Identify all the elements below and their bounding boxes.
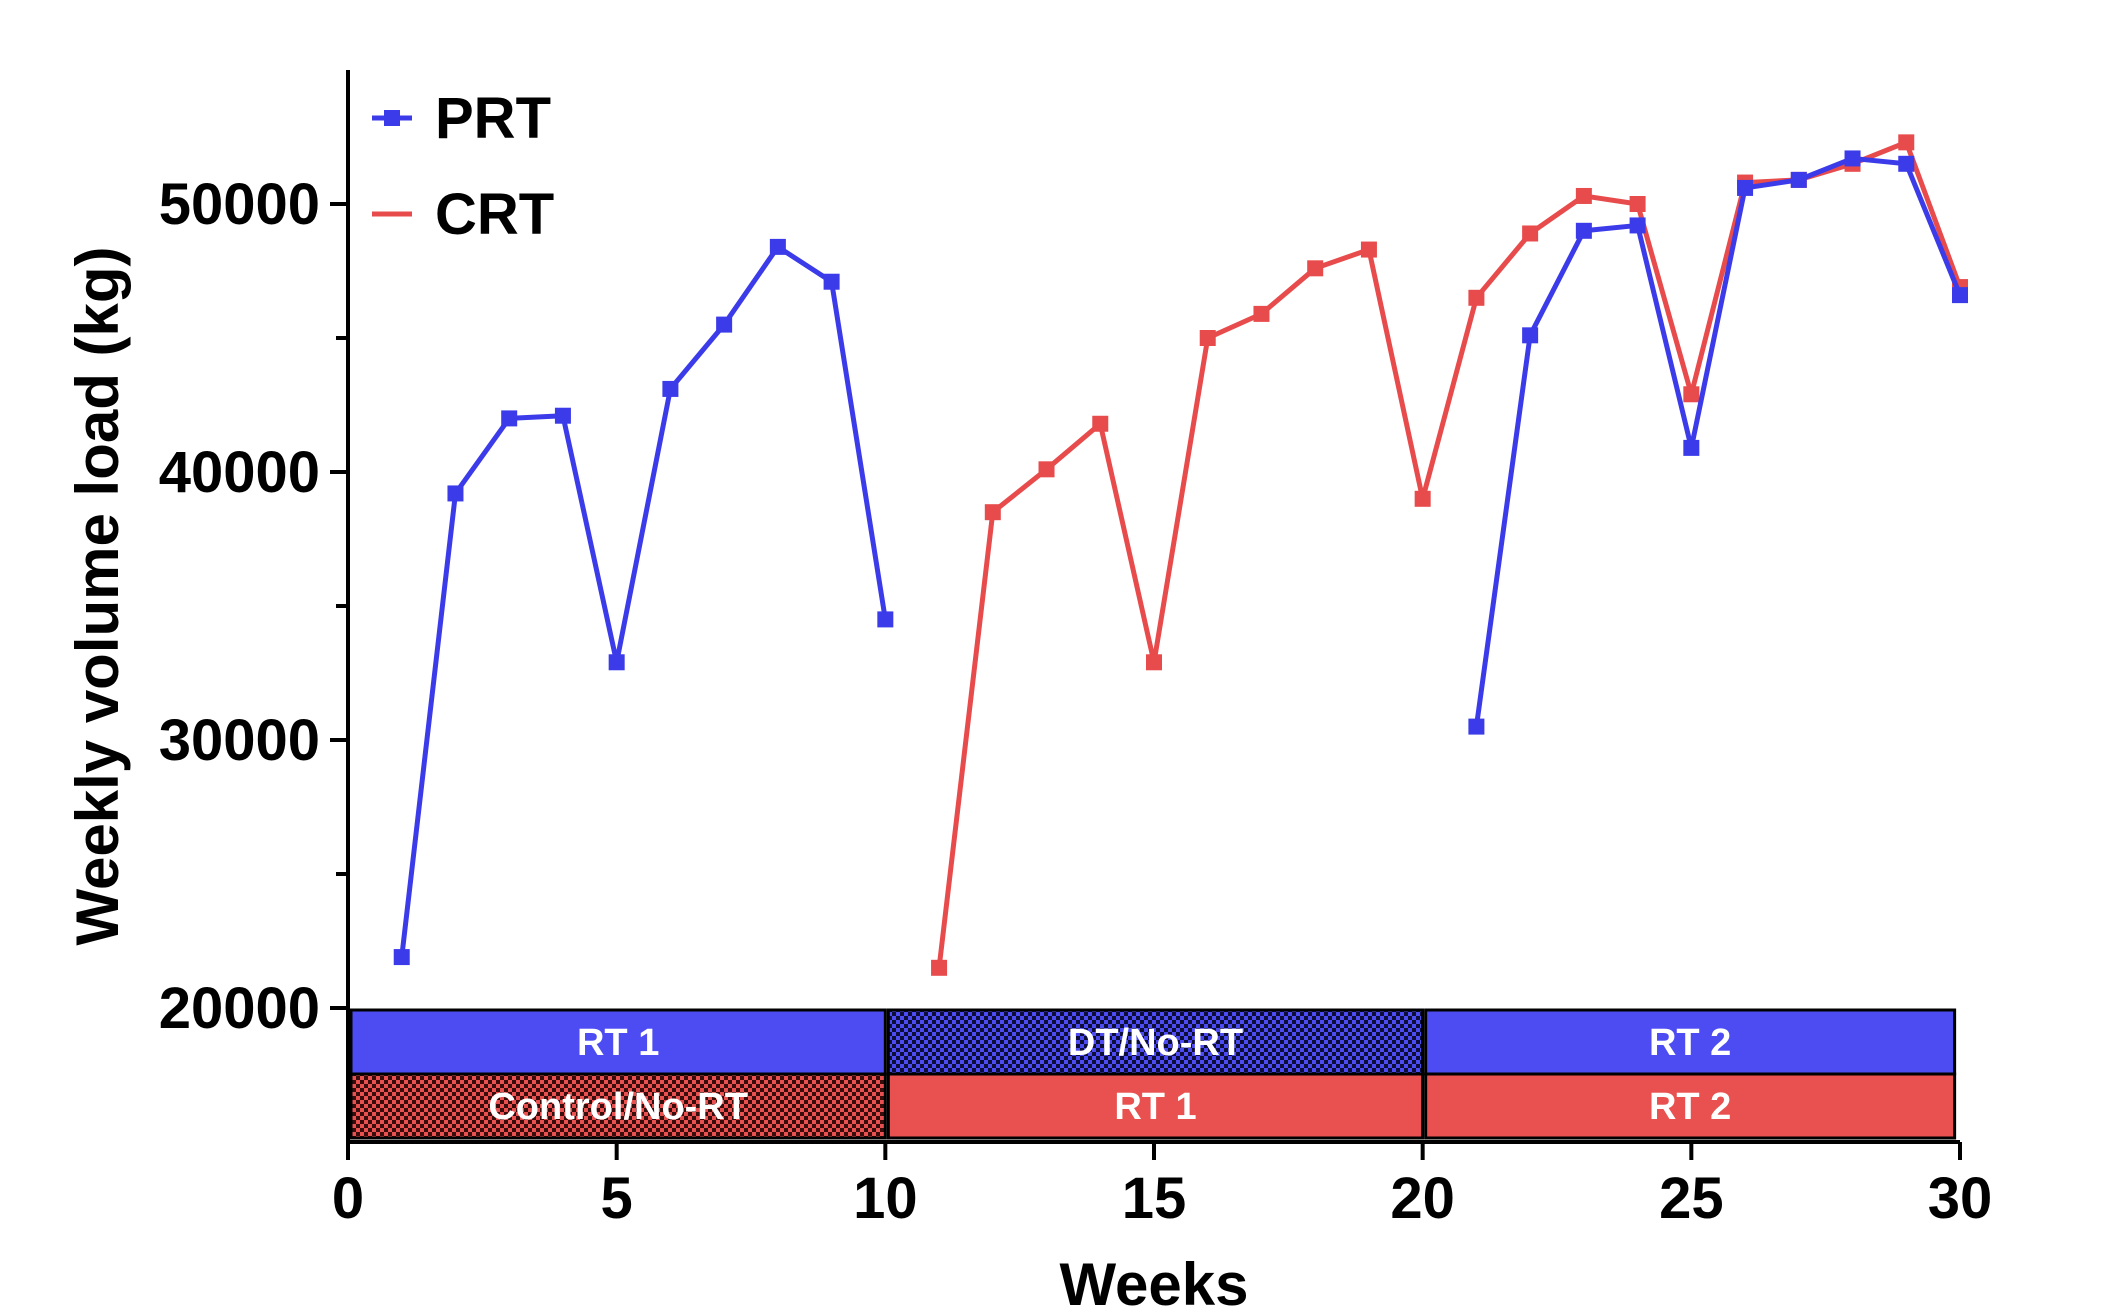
prt-line-segment-2 — [1473, 155, 1963, 727]
legend-label-crt: CRT — [435, 182, 554, 247]
y-tick-label-30000: 30000 — [159, 708, 320, 773]
prt-point-week-30 — [1952, 287, 1968, 304]
prt-point-week-28 — [1844, 150, 1861, 167]
crt-point-week-20 — [1414, 490, 1431, 507]
prt-point-week-24 — [1629, 217, 1646, 234]
phase-label-prt-2: DT/No-RT — [1068, 1022, 1243, 1064]
prt-point-week-8 — [769, 238, 786, 255]
y-tick-label-50000: 50000 — [159, 172, 320, 237]
phase-label-crt-3: RT 2 — [1649, 1086, 1731, 1128]
prt-point-week-25 — [1683, 439, 1700, 456]
phase-bar-crt-1 — [349, 1072, 887, 1140]
prt-point-week-22 — [1522, 327, 1539, 344]
legend: PRT CRT — [372, 86, 554, 247]
crt-point-week-18 — [1307, 260, 1324, 277]
prt-point-week-1 — [393, 949, 410, 966]
prt-point-week-26 — [1737, 179, 1754, 196]
y-axis-title: Weekly volume load (kg) — [64, 246, 131, 945]
phase-bar-prt-2 — [886, 1008, 1425, 1076]
x-tick-label-5: 5 — [601, 1166, 633, 1231]
x-tick-label-25: 25 — [1659, 1166, 1724, 1231]
prt-point-week-21 — [1468, 718, 1485, 735]
crt-point-week-13 — [1038, 461, 1055, 478]
crt-point-week-25 — [1683, 386, 1700, 403]
crt-point-week-22 — [1522, 225, 1539, 242]
crt-point-week-17 — [1253, 305, 1270, 322]
crt-point-week-15 — [1146, 654, 1162, 671]
prt-point-week-3 — [501, 410, 518, 427]
x-tick-label-0: 0 — [332, 1166, 364, 1231]
crt-point-week-21 — [1468, 289, 1485, 306]
y-tick-label-20000: 20000 — [159, 976, 320, 1041]
crt-point-week-19 — [1360, 241, 1377, 258]
x-tick-label-30: 30 — [1928, 1166, 1993, 1231]
axes: 0 5 10 15 20 25 30 20000 30000 40000 50000 Weeks Wee… — [64, 70, 1993, 1315]
prt-point-week-5 — [608, 654, 625, 671]
prt-point-week-27 — [1790, 171, 1807, 188]
crt-point-week-29 — [1898, 134, 1915, 151]
prt-point-week-4 — [554, 407, 571, 424]
x-tick-label-10: 10 — [853, 1166, 918, 1231]
prt-point-week-6 — [662, 380, 679, 397]
series-lines — [393, 134, 1968, 976]
phase-bar-prt-1 — [349, 1008, 887, 1076]
phase-label-prt-3: RT 2 — [1649, 1022, 1731, 1064]
crt-point-week-11 — [931, 959, 948, 976]
y-tick-label-40000: 40000 — [159, 440, 320, 505]
prt-point-week-9 — [823, 273, 840, 290]
phase-bars: RT 1 DT/No-RT RT 2 Control/No-RT RT 1 RT 2 — [349, 1008, 1957, 1140]
phase-label-prt-1: RT 1 — [577, 1022, 659, 1064]
phase-bar-crt-2 — [886, 1072, 1425, 1140]
x-tick-label-15: 15 — [1122, 1166, 1187, 1231]
prt-line-segment-1 — [399, 244, 888, 958]
prt-point-week-7 — [716, 316, 733, 333]
crt-point-week-23 — [1575, 187, 1592, 204]
crt-point-week-14 — [1092, 415, 1109, 432]
phase-label-crt-1: Control/No-RT — [488, 1086, 748, 1128]
x-axis-title: Weeks — [1059, 1251, 1248, 1310]
crt-point-week-16 — [1199, 330, 1216, 346]
legend-marker-prt — [384, 110, 400, 126]
x-tick-label-20: 20 — [1390, 1166, 1455, 1231]
prt-point-week-23 — [1575, 222, 1592, 239]
prt-point-week-2 — [447, 485, 464, 502]
crt-point-week-24 — [1629, 196, 1646, 212]
prt-point-week-10 — [877, 611, 894, 628]
legend-label-prt: PRT — [435, 86, 551, 151]
phase-bar-crt-3 — [1424, 1072, 1957, 1140]
crt-point-week-12 — [984, 504, 1001, 521]
prt-point-week-29 — [1898, 155, 1915, 172]
crt-line-segment-1 — [936, 139, 1963, 969]
phase-label-crt-2: RT 1 — [1114, 1086, 1196, 1128]
